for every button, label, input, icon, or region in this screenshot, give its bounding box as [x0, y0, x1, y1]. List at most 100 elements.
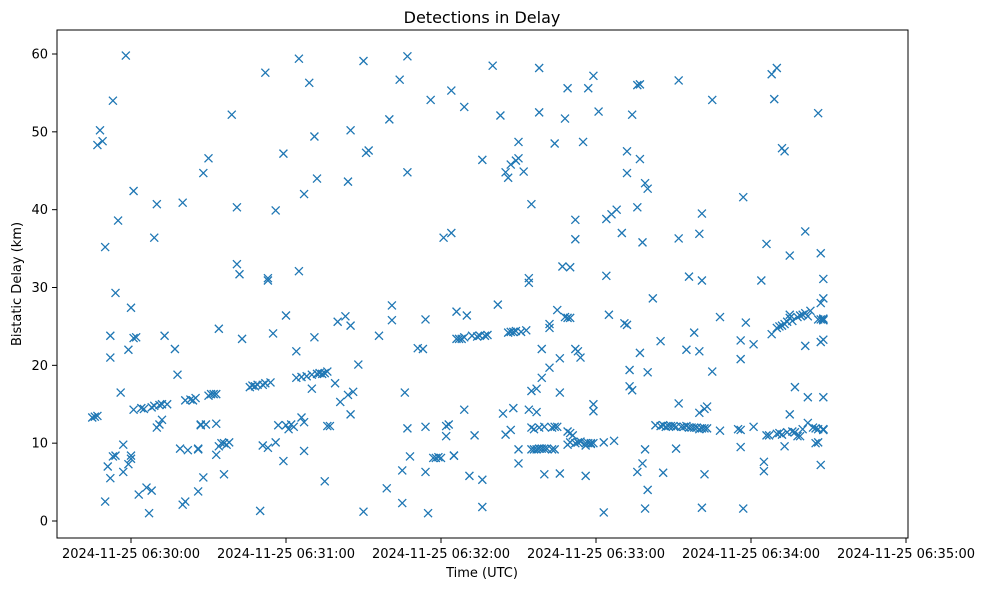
data-point	[800, 341, 810, 351]
data-point	[444, 420, 454, 429]
data-point	[514, 444, 523, 454]
data-point	[805, 306, 815, 316]
data-point	[343, 390, 353, 400]
data-point	[674, 234, 684, 243]
data-point	[532, 407, 542, 417]
data-point	[271, 205, 281, 215]
data-point	[121, 51, 131, 61]
data-point	[700, 423, 709, 433]
data-point	[578, 137, 588, 147]
data-point	[550, 139, 560, 148]
data-point	[131, 332, 141, 342]
y-tick-label: 10	[31, 437, 48, 452]
data-point	[426, 95, 436, 105]
data-point	[397, 465, 407, 475]
data-point	[183, 445, 193, 455]
data-point	[457, 334, 467, 344]
data-point	[185, 395, 195, 405]
data-point	[526, 423, 536, 433]
data-point	[658, 468, 668, 478]
data-point	[100, 242, 110, 252]
data-point	[495, 111, 505, 120]
data-point	[309, 332, 319, 342]
data-point	[472, 332, 482, 341]
data-point	[588, 406, 598, 416]
data-point	[92, 411, 102, 421]
data-point	[632, 202, 642, 212]
data-point	[813, 108, 823, 118]
data-point	[581, 471, 591, 481]
data-point	[599, 437, 609, 447]
data-point	[539, 422, 549, 432]
data-point	[671, 444, 681, 454]
data-point	[346, 321, 356, 331]
data-point	[322, 367, 332, 377]
x-tick-label: 2024-11-25 06:32:00	[372, 547, 510, 562]
data-point	[335, 397, 345, 407]
data-point	[545, 323, 554, 333]
data-point	[552, 305, 562, 315]
data-point	[681, 345, 691, 355]
data-point	[219, 469, 229, 479]
data-point	[576, 353, 585, 363]
data-point	[756, 276, 766, 285]
data-point	[139, 404, 149, 414]
data-point	[258, 380, 268, 390]
data-point	[294, 266, 304, 276]
data-point	[498, 409, 508, 419]
data-point	[162, 399, 172, 409]
data-point	[271, 437, 281, 447]
data-point	[643, 367, 653, 377]
data-point	[180, 497, 190, 507]
data-point	[565, 313, 575, 323]
data-point	[374, 331, 384, 341]
data-point	[689, 328, 699, 338]
data-point	[382, 483, 392, 493]
data-point	[795, 311, 805, 320]
data-point	[330, 378, 340, 388]
data-point	[643, 184, 653, 194]
data-point	[147, 402, 157, 412]
data-point	[588, 438, 598, 448]
data-point	[278, 149, 288, 159]
data-point	[798, 310, 808, 320]
y-tick-label: 50	[31, 125, 48, 140]
data-point	[441, 431, 451, 441]
data-point	[118, 440, 128, 450]
y-tick-label: 20	[31, 359, 48, 374]
data-point	[446, 86, 456, 96]
data-point	[294, 54, 304, 64]
data-point	[175, 444, 185, 454]
data-point	[715, 426, 725, 436]
x-tick-label: 2024-11-25 06:35:00	[837, 547, 975, 562]
data-point	[555, 469, 565, 478]
data-point	[785, 310, 795, 320]
data-point	[268, 328, 278, 338]
data-point	[816, 248, 826, 258]
data-point	[700, 469, 709, 479]
axes-frame	[56, 29, 909, 539]
data-point	[452, 307, 461, 317]
data-point	[359, 56, 368, 66]
data-point	[514, 458, 523, 468]
data-point	[193, 444, 203, 454]
data-point	[129, 186, 139, 196]
data-point	[573, 346, 583, 356]
data-point	[762, 430, 771, 440]
data-point	[759, 466, 769, 476]
data-point	[764, 430, 774, 440]
data-point	[459, 405, 469, 415]
data-point	[506, 425, 516, 435]
data-point	[263, 276, 273, 285]
data-point	[785, 409, 795, 419]
data-point	[702, 423, 712, 433]
data-point	[152, 199, 162, 209]
data-point	[395, 75, 405, 85]
data-point	[258, 441, 268, 450]
data-point	[92, 140, 102, 150]
data-point	[736, 335, 746, 345]
y-axis: 0 10 20 30 40 50 60	[31, 48, 57, 530]
data-point	[622, 320, 632, 330]
data-point	[818, 424, 828, 434]
data-point	[126, 451, 136, 461]
